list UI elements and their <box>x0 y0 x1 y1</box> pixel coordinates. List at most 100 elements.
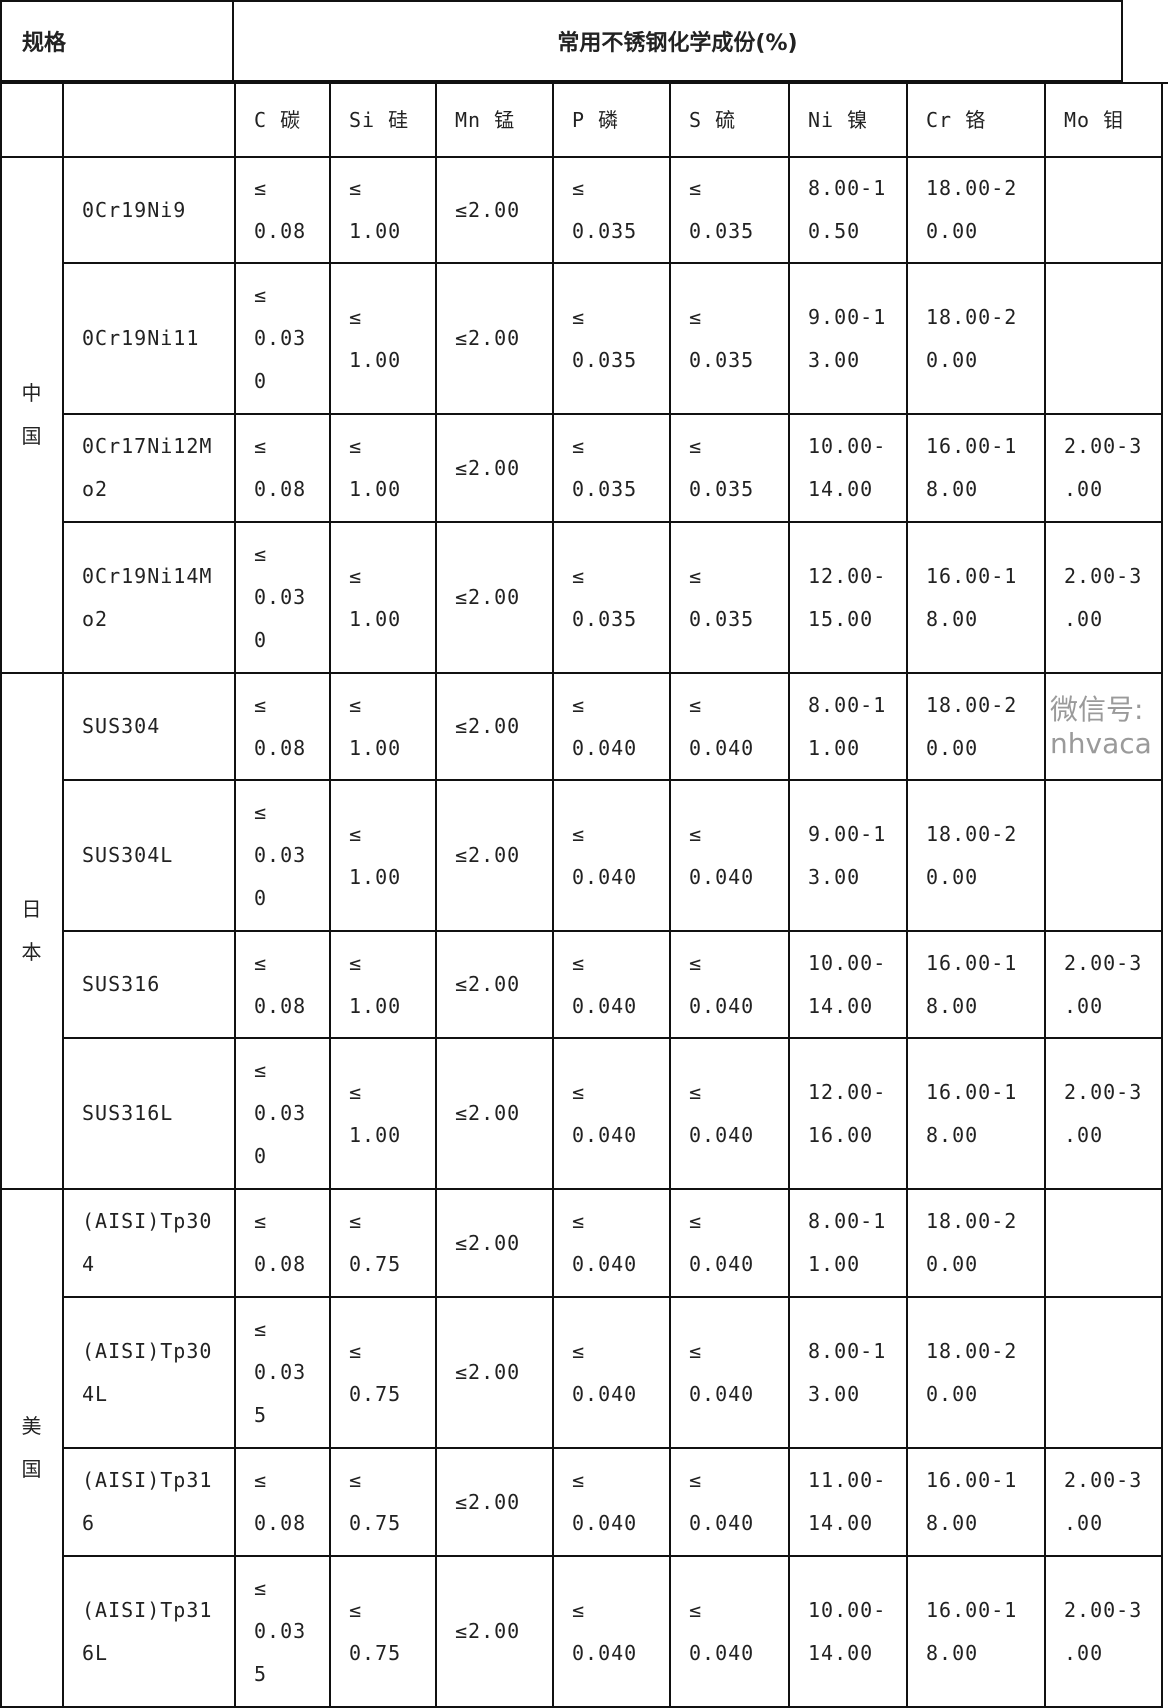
grade-cell: 0Cr17Ni12M o2 <box>64 415 236 523</box>
grade-cell: SUS304 <box>64 674 236 781</box>
grade-cell: (AISI)Tp30 4 <box>64 1190 236 1298</box>
value-cell: 18.00-2 0.00 <box>908 264 1046 415</box>
value-cell: ≤ 0.040 <box>554 1298 671 1449</box>
value-cell: 18.00-2 0.00 <box>908 158 1046 264</box>
column-header: Ni 镍 <box>790 84 908 158</box>
value-cell <box>1046 1298 1163 1449</box>
value-cell: ≤ 0.035 <box>554 523 671 674</box>
value-cell: ≤ 0.035 <box>671 158 790 264</box>
value-cell: ≤ 0.08 <box>236 932 331 1039</box>
region-label: 美 国 <box>2 1190 64 1708</box>
value-cell: 18.00-2 0.00 <box>908 1298 1046 1449</box>
table-title-row: 规格 常用不锈钢化学成份(%) <box>0 0 1123 82</box>
value-cell: 12.00- 15.00 <box>790 523 908 674</box>
value-cell: 2.00-3 .00 <box>1046 523 1163 674</box>
value-cell: ≤ 0.03 0 <box>236 523 331 674</box>
value-cell: 2.00-3 .00 <box>1046 1039 1163 1190</box>
value-cell: ≤ 1.00 <box>331 932 437 1039</box>
column-header: C 碳 <box>236 84 331 158</box>
value-cell: 16.00-1 8.00 <box>908 523 1046 674</box>
value-cell: ≤ 0.75 <box>331 1557 437 1708</box>
grade-cell: SUS304L <box>64 781 236 932</box>
value-cell: ≤ 0.03 0 <box>236 1039 331 1190</box>
column-header: Mo 钼 <box>1046 84 1163 158</box>
value-cell: 12.00- 16.00 <box>790 1039 908 1190</box>
grade-cell: 0Cr19Ni14M o2 <box>64 523 236 674</box>
value-cell: ≤ 0.040 <box>554 1449 671 1557</box>
value-cell: ≤2.00 <box>437 264 554 415</box>
value-cell: ≤ 1.00 <box>331 158 437 264</box>
value-cell: ≤ 0.040 <box>671 781 790 932</box>
value-cell: ≤ 0.035 <box>554 158 671 264</box>
value-cell: ≤2.00 <box>437 415 554 523</box>
value-cell: ≤2.00 <box>437 674 554 781</box>
value-cell: ≤ 0.040 <box>554 932 671 1039</box>
column-header: Mn 锰 <box>437 84 554 158</box>
value-cell: 16.00-1 8.00 <box>908 1449 1046 1557</box>
value-cell: 8.00-1 1.00 <box>790 1190 908 1298</box>
value-cell: ≤ 0.75 <box>331 1449 437 1557</box>
value-cell: ≤ 0.040 <box>671 1557 790 1708</box>
value-cell: ≤ 0.040 <box>554 674 671 781</box>
value-cell: ≤ 0.040 <box>671 1449 790 1557</box>
blank-header <box>64 84 236 158</box>
value-cell: 16.00-1 8.00 <box>908 1557 1046 1708</box>
value-cell: ≤ 0.035 <box>554 264 671 415</box>
value-cell: ≤ 0.75 <box>331 1298 437 1449</box>
value-cell: ≤ 0.08 <box>236 1449 331 1557</box>
value-cell: ≤2.00 <box>437 1557 554 1708</box>
spec-header: 规格 <box>2 2 234 80</box>
grade-cell: (AISI)Tp31 6L <box>64 1557 236 1708</box>
value-cell: ≤ 0.08 <box>236 674 331 781</box>
value-cell: 9.00-1 3.00 <box>790 264 908 415</box>
value-cell: ≤ 0.040 <box>671 1190 790 1298</box>
value-cell: ≤2.00 <box>437 1298 554 1449</box>
value-cell: ≤ 0.035 <box>554 415 671 523</box>
blank-header <box>2 84 64 158</box>
value-cell: 16.00-1 8.00 <box>908 1039 1046 1190</box>
value-cell: 16.00-1 8.00 <box>908 932 1046 1039</box>
value-cell: ≤2.00 <box>437 932 554 1039</box>
value-cell: 8.00-1 3.00 <box>790 1298 908 1449</box>
value-cell: 18.00-2 0.00 <box>908 1190 1046 1298</box>
value-cell: ≤ 1.00 <box>331 1039 437 1190</box>
value-cell: ≤ 0.040 <box>554 1039 671 1190</box>
value-cell: ≤2.00 <box>437 1190 554 1298</box>
value-cell: ≤ 0.040 <box>554 1557 671 1708</box>
value-cell: ≤ 0.08 <box>236 158 331 264</box>
composition-header: 常用不锈钢化学成份(%) <box>557 31 798 56</box>
grade-cell: 0Cr19Ni11 <box>64 264 236 415</box>
value-cell: ≤ 0.040 <box>554 1190 671 1298</box>
value-cell: 2.00-3 .00 <box>1046 415 1163 523</box>
grade-cell: SUS316 <box>64 932 236 1039</box>
value-cell: ≤ 1.00 <box>331 415 437 523</box>
region-label: 日 本 <box>2 674 64 1190</box>
column-header: S 硫 <box>671 84 790 158</box>
value-cell <box>1046 264 1163 415</box>
value-cell: 9.00-1 3.00 <box>790 781 908 932</box>
value-cell: ≤ 0.035 <box>671 415 790 523</box>
value-cell: ≤ 1.00 <box>331 264 437 415</box>
value-cell: ≤2.00 <box>437 523 554 674</box>
value-cell: ≤ 0.08 <box>236 415 331 523</box>
grade-cell: 0Cr19Ni9 <box>64 158 236 264</box>
value-cell: ≤ 1.00 <box>331 674 437 781</box>
value-cell: ≤ 0.040 <box>554 781 671 932</box>
column-header: P 磷 <box>554 84 671 158</box>
value-cell: 10.00- 14.00 <box>790 932 908 1039</box>
value-cell: 10.00- 14.00 <box>790 1557 908 1708</box>
value-cell: ≤ 0.035 <box>671 523 790 674</box>
value-cell: ≤ 0.08 <box>236 1190 331 1298</box>
value-cell <box>1046 158 1163 264</box>
value-cell: 10.00- 14.00 <box>790 415 908 523</box>
grade-cell: (AISI)Tp31 6 <box>64 1449 236 1557</box>
value-cell: ≤ 0.03 0 <box>236 264 331 415</box>
region-label: 中 国 <box>2 158 64 674</box>
value-cell: ≤2.00 <box>437 781 554 932</box>
value-cell: ≤ 0.040 <box>671 1298 790 1449</box>
value-cell: 18.00-2 0.00 <box>908 781 1046 932</box>
value-cell: ≤ 0.03 5 <box>236 1557 331 1708</box>
column-header: Si 硅 <box>331 84 437 158</box>
column-header: Cr 铬 <box>908 84 1046 158</box>
